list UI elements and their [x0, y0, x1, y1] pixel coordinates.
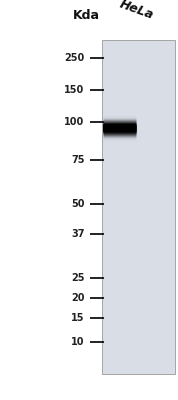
Text: 15: 15: [71, 313, 85, 323]
Text: 75: 75: [71, 155, 85, 165]
Bar: [102, 40, 175, 374]
Text: Kda: Kda: [73, 9, 100, 22]
Text: 250: 250: [64, 53, 85, 63]
Text: 37: 37: [71, 229, 85, 239]
Text: HeLa: HeLa: [117, 0, 155, 22]
Text: 100: 100: [64, 117, 85, 127]
Text: 20: 20: [71, 293, 85, 303]
Text: 150: 150: [64, 85, 85, 95]
Text: 50: 50: [71, 199, 85, 209]
Text: 10: 10: [71, 337, 85, 347]
Text: 25: 25: [71, 273, 85, 283]
